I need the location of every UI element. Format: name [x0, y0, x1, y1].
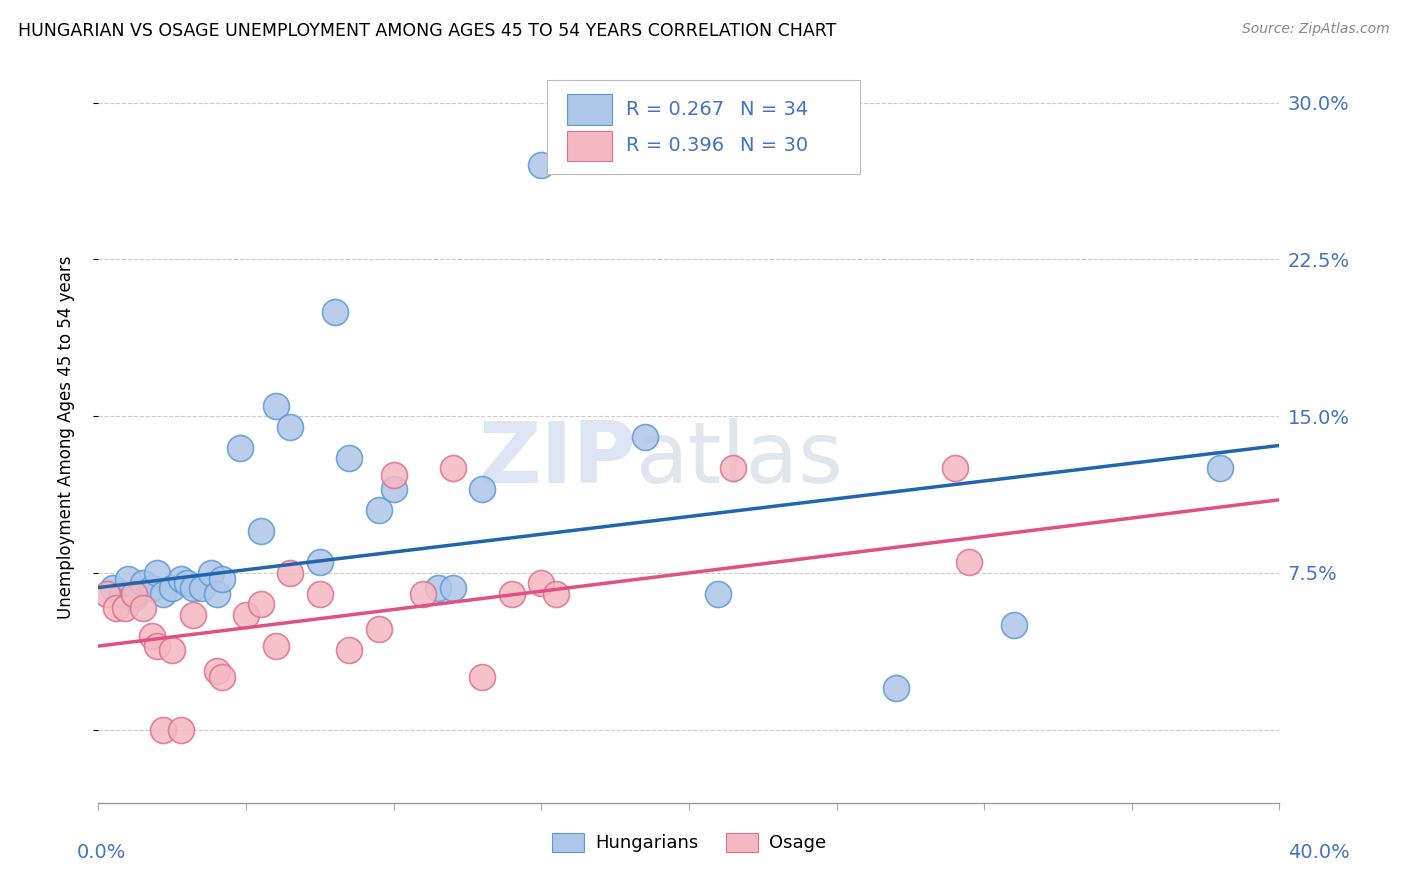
Point: [122, 587, 145, 601]
Point: [141, 581, 163, 595]
Legend: Hungarians, Osage: Hungarians, Osage: [544, 826, 834, 860]
Text: R = 0.267: R = 0.267: [626, 100, 724, 119]
Point: [170, 572, 193, 586]
Point: [368, 623, 391, 637]
Point: [146, 639, 169, 653]
Point: [211, 670, 233, 684]
Point: [959, 556, 981, 570]
Point: [264, 399, 287, 413]
Point: [412, 587, 434, 601]
Point: [211, 572, 233, 586]
Point: [339, 450, 361, 465]
Point: [1209, 461, 1232, 475]
Point: [471, 483, 494, 497]
Point: [132, 601, 155, 615]
Point: [162, 581, 183, 595]
Point: [176, 576, 198, 591]
Point: [181, 607, 204, 622]
Point: [501, 587, 523, 601]
FancyBboxPatch shape: [567, 130, 612, 161]
Point: [114, 601, 136, 615]
Point: [181, 581, 204, 595]
Point: [707, 587, 730, 601]
Point: [152, 587, 174, 601]
Point: [200, 566, 222, 580]
Point: [141, 629, 163, 643]
Point: [943, 461, 966, 475]
Text: N = 30: N = 30: [740, 136, 808, 155]
Text: 40.0%: 40.0%: [1288, 843, 1350, 862]
Point: [309, 556, 332, 570]
Point: [309, 587, 332, 601]
Text: N = 34: N = 34: [740, 100, 808, 119]
Point: [441, 461, 464, 475]
Y-axis label: Unemployment Among Ages 45 to 54 years: Unemployment Among Ages 45 to 54 years: [56, 255, 75, 619]
Point: [264, 639, 287, 653]
Text: Source: ZipAtlas.com: Source: ZipAtlas.com: [1241, 22, 1389, 37]
Point: [471, 670, 494, 684]
Text: R = 0.396: R = 0.396: [626, 136, 724, 155]
Point: [634, 430, 657, 444]
Point: [546, 587, 568, 601]
Text: ZIP: ZIP: [478, 417, 636, 500]
Point: [382, 467, 405, 482]
FancyBboxPatch shape: [567, 94, 612, 125]
Point: [103, 581, 125, 595]
Point: [427, 581, 450, 595]
Text: 0.0%: 0.0%: [76, 843, 127, 862]
Point: [339, 643, 361, 657]
Point: [162, 643, 183, 657]
Point: [191, 581, 214, 595]
Point: [884, 681, 907, 695]
Point: [441, 581, 464, 595]
Point: [105, 601, 128, 615]
Point: [530, 576, 553, 591]
Point: [382, 483, 405, 497]
Point: [205, 587, 228, 601]
Point: [152, 723, 174, 737]
Point: [323, 304, 346, 318]
Point: [235, 607, 257, 622]
Point: [96, 587, 118, 601]
FancyBboxPatch shape: [547, 80, 860, 174]
Point: [280, 566, 302, 580]
Point: [122, 591, 145, 605]
Point: [250, 524, 273, 538]
Point: [250, 597, 273, 611]
Point: [132, 576, 155, 591]
Point: [170, 723, 193, 737]
Point: [280, 419, 302, 434]
Point: [723, 461, 745, 475]
Point: [205, 664, 228, 678]
Point: [530, 158, 553, 172]
Point: [146, 566, 169, 580]
Text: atlas: atlas: [636, 417, 844, 500]
Text: HUNGARIAN VS OSAGE UNEMPLOYMENT AMONG AGES 45 TO 54 YEARS CORRELATION CHART: HUNGARIAN VS OSAGE UNEMPLOYMENT AMONG AG…: [18, 22, 837, 40]
Point: [117, 572, 139, 586]
Point: [368, 503, 391, 517]
Point: [111, 587, 134, 601]
Point: [1002, 618, 1025, 632]
Point: [229, 441, 252, 455]
